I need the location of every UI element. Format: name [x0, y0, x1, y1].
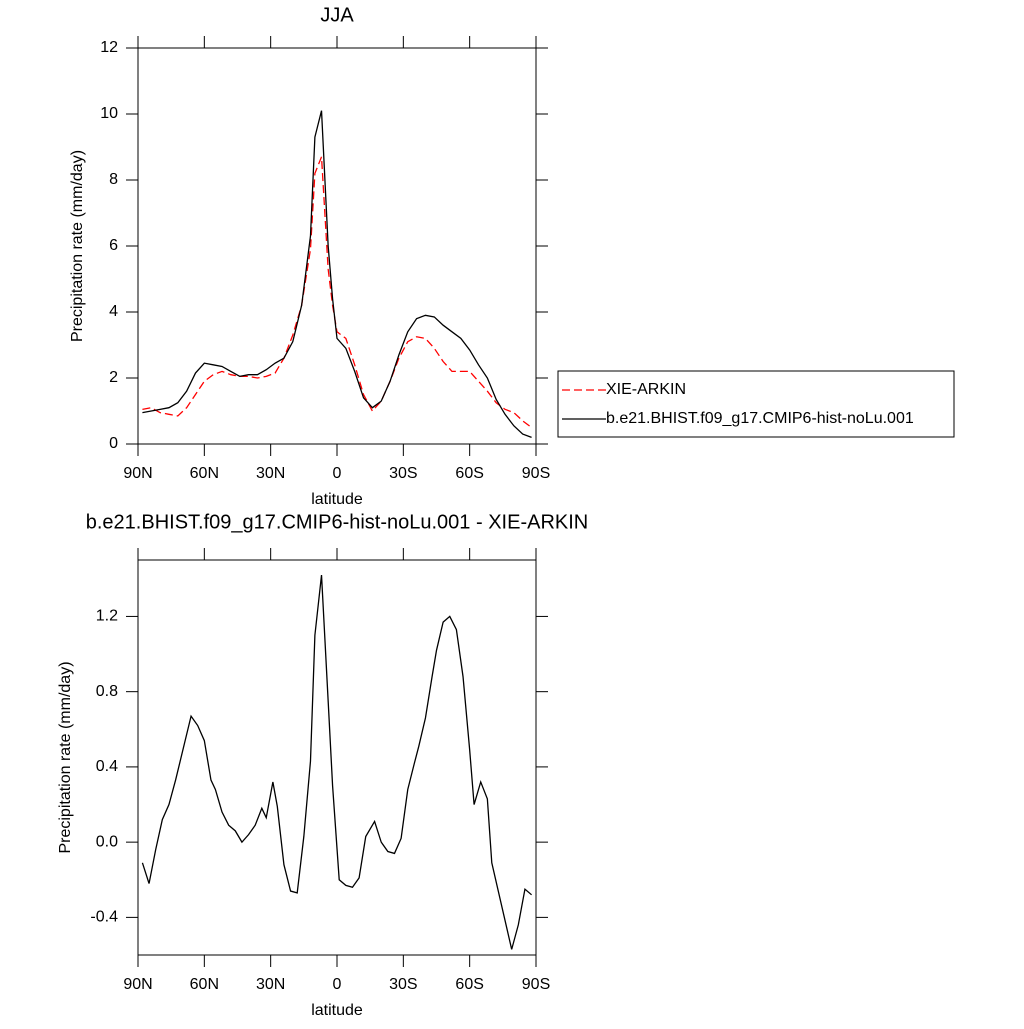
data-line: [141, 574, 533, 950]
y-tick-label: 10: [100, 105, 118, 122]
x-tick-label: 60N: [190, 465, 219, 482]
plot-frame: [137, 47, 537, 445]
y-axis-label: Precipitation rate (mm/day): [69, 150, 86, 342]
data-line: [142, 110, 532, 439]
x-tick-label: 90N: [123, 465, 152, 482]
legend-label: b.e21.BHIST.f09_g17.CMIP6-hist-noLu.001: [606, 410, 914, 427]
y-tick-label: 0.8: [96, 683, 118, 700]
legend-label: XIE-ARKIN: [606, 381, 686, 398]
plot-frame: [137, 559, 537, 956]
x-tick-label: 60S: [455, 976, 483, 993]
y-axis-label: Precipitation rate (mm/day): [57, 661, 74, 853]
x-axis-label: latitude: [311, 491, 363, 508]
x-tick-label: 0: [333, 976, 342, 993]
y-tick-label: 1.2: [96, 608, 118, 625]
x-tick-label: 30S: [389, 976, 417, 993]
y-tick-label: 0: [109, 435, 118, 452]
y-tick-label: 8: [109, 171, 118, 188]
x-axis-label: latitude: [311, 1002, 363, 1019]
y-tick-label: 12: [100, 39, 118, 56]
y-tick-label: 0.4: [96, 758, 118, 775]
x-tick-label: 90N: [123, 976, 152, 993]
x-tick-label: 30S: [389, 465, 417, 482]
x-tick-label: 60S: [455, 465, 483, 482]
chart-title: b.e21.BHIST.f09_g17.CMIP6-hist-noLu.001 …: [86, 511, 588, 533]
x-tick-label: 30N: [256, 976, 285, 993]
x-tick-label: 90S: [522, 465, 550, 482]
x-tick-label: 0: [333, 465, 342, 482]
legend-box: [557, 370, 955, 438]
chart-title: JJA: [320, 4, 354, 26]
y-tick-label: 6: [109, 237, 118, 254]
y-tick-label: 2: [109, 369, 118, 386]
y-tick-label: 4: [109, 303, 118, 320]
x-tick-label: 60N: [190, 976, 219, 993]
x-tick-label: 30N: [256, 465, 285, 482]
y-tick-label: 0.0: [96, 833, 118, 850]
y-tick-label: -0.4: [90, 909, 118, 926]
x-tick-label: 90S: [522, 976, 550, 993]
data-line: [142, 156, 532, 429]
